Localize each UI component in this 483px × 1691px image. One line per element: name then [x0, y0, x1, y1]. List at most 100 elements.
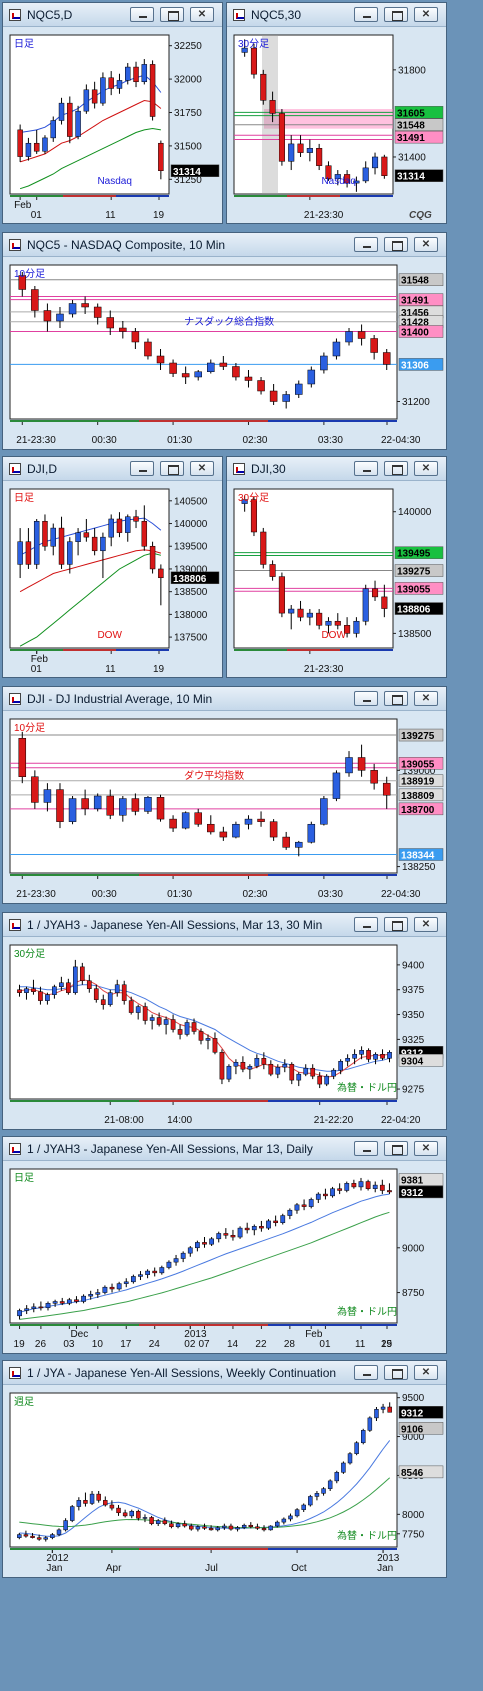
title-bar[interactable]: DJI,30 ✕: [227, 457, 446, 481]
candlestick: [67, 537, 73, 574]
close-button[interactable]: ✕: [414, 237, 438, 252]
title-bar[interactable]: NQC5,D ✕: [3, 3, 222, 27]
title-bar[interactable]: 1 / JYA - Japanese Yen-All Sessions, Wee…: [3, 1361, 446, 1385]
candle-body-down: [365, 1181, 371, 1189]
title-bar[interactable]: NQC5,30 ✕: [227, 3, 446, 27]
y-tick-label: 7750: [402, 1529, 425, 1540]
minimize-button[interactable]: [354, 237, 378, 252]
maximize-button[interactable]: [160, 461, 184, 476]
candlestick: [30, 1533, 35, 1539]
window-jyah3-30min[interactable]: 1 / JYAH3 - Japanese Yen-All Sessions, M…: [2, 912, 447, 1130]
maximize-button[interactable]: [384, 1365, 408, 1380]
minimize-button[interactable]: [130, 7, 154, 22]
maximize-button[interactable]: [384, 7, 408, 22]
chart-canvas[interactable]: 140000 138500 139495 139275 139055 138806 30分足…: [230, 485, 445, 676]
candlestick: [125, 63, 131, 85]
title-bar[interactable]: DJI,D ✕: [3, 457, 222, 481]
maximize-button[interactable]: [384, 691, 408, 706]
candlestick: [155, 1519, 161, 1526]
close-button[interactable]: ✕: [414, 917, 438, 932]
title-bar[interactable]: 1 / JYAH3 - Japanese Yen-All Sessions, M…: [3, 913, 446, 937]
y-tick-label: 9375: [402, 985, 425, 996]
candle-body-up: [76, 1500, 82, 1507]
candle-body-up: [56, 1529, 62, 1535]
candlestick: [347, 1452, 353, 1465]
candlestick: [141, 59, 148, 85]
window-nqc5-daily[interactable]: NQC5,D ✕ 32250 32000 31750 31500 31250 31314 日足…: [2, 2, 223, 224]
candle-body-up: [194, 371, 202, 378]
minimize-button[interactable]: [354, 917, 378, 932]
minimize-button[interactable]: [354, 691, 378, 706]
price-tag-label: 139055: [397, 584, 431, 595]
candlestick: [24, 986, 29, 1000]
candle-body-down: [232, 366, 240, 378]
minimize-button[interactable]: [354, 7, 378, 22]
minimize-button[interactable]: [354, 461, 378, 476]
window-dji-daily[interactable]: DJI,D ✕ 140500 140000 139500 139000 138500 138…: [2, 456, 223, 678]
chart-canvas[interactable]: 95009000850080007750931291068546週足為替・ドル円…: [6, 1389, 445, 1575]
candle-body-down: [212, 1038, 218, 1053]
close-button[interactable]: ✕: [190, 7, 214, 22]
maximize-button[interactable]: [384, 237, 408, 252]
candlestick: [316, 143, 323, 171]
price-tag: [398, 1422, 444, 1435]
candle-body-up: [294, 1509, 300, 1517]
minimize-button[interactable]: [354, 1141, 378, 1156]
candle-body-up: [33, 521, 40, 565]
title-bar[interactable]: DJI - DJ Industrial Average, 10 Min ✕: [3, 687, 446, 711]
maximize-button[interactable]: [384, 917, 408, 932]
candlestick: [379, 1179, 385, 1195]
title-bar[interactable]: NQC5 - NASDAQ Composite, 10 Min ✕: [3, 233, 446, 257]
close-button[interactable]: ✕: [414, 461, 438, 476]
candlestick: [345, 1054, 350, 1067]
maximize-button[interactable]: [384, 461, 408, 476]
candle-body-down: [268, 1063, 274, 1075]
candle-body-down: [93, 306, 102, 318]
close-button[interactable]: ✕: [414, 1365, 438, 1380]
chart-canvas[interactable]: 140500 140000 139500 139000 138500 138000 1375…: [6, 485, 221, 676]
candlestick: [86, 974, 92, 993]
chart-app-icon: [9, 693, 21, 705]
candle-body-down: [25, 541, 32, 565]
maximize-button[interactable]: [160, 7, 184, 22]
chart-app-icon: [9, 1367, 21, 1379]
close-button[interactable]: ✕: [414, 691, 438, 706]
candlestick: [149, 541, 156, 574]
window-jya-weekly[interactable]: 1 / JYA - Japanese Yen-All Sessions, Wee…: [2, 1360, 447, 1578]
price-tag: [170, 164, 220, 178]
candle-body-down: [382, 352, 391, 365]
close-button[interactable]: ✕: [414, 1141, 438, 1156]
candle-body-down: [191, 1022, 197, 1032]
minimize-button[interactable]: [354, 1365, 378, 1380]
title-bar[interactable]: 1 / JYAH3 - Japanese Yen-All Sessions, M…: [3, 1137, 446, 1161]
candlestick: [370, 763, 378, 790]
window-dj-industrial-10min[interactable]: DJI - DJ Industrial Average, 10 Min ✕ 139…: [2, 686, 447, 904]
chart-canvas[interactable]: 139000 138250 139275 139055 138919 138809 1387…: [6, 715, 445, 901]
window-dji-30min[interactable]: DJI,30 ✕ 140000 138500 139495 139275 139055 13…: [226, 456, 447, 678]
window-jyah3-daily[interactable]: 1 / JYAH3 - Japanese Yen-All Sessions, M…: [2, 1136, 447, 1354]
minimize-button[interactable]: [130, 461, 154, 476]
window-nasdaq-composite-10min[interactable]: NQC5 - NASDAQ Composite, 10 Min ✕ 31200 31…: [2, 232, 447, 450]
candlestick: [387, 1050, 392, 1063]
candlestick: [235, 1526, 240, 1532]
price-tag: [398, 358, 444, 371]
candlestick: [59, 976, 64, 991]
candlestick: [266, 1219, 271, 1230]
candlestick: [169, 1520, 174, 1529]
session-bar: [10, 874, 139, 876]
close-button[interactable]: ✕: [414, 7, 438, 22]
window-nqc5-30min[interactable]: NQC5,30 ✕ 31800 31400 31605 31548 31491 31314 3…: [226, 2, 447, 224]
candle-body-up: [295, 383, 303, 395]
close-button[interactable]: ✕: [190, 461, 214, 476]
chart-app-icon: [9, 463, 21, 475]
candle-body-up: [353, 180, 360, 184]
instrument-watermark: 為替・ドル円: [337, 1081, 397, 1094]
candlestick: [119, 321, 127, 339]
maximize-button[interactable]: [384, 1141, 408, 1156]
candle-body-up: [93, 795, 102, 810]
